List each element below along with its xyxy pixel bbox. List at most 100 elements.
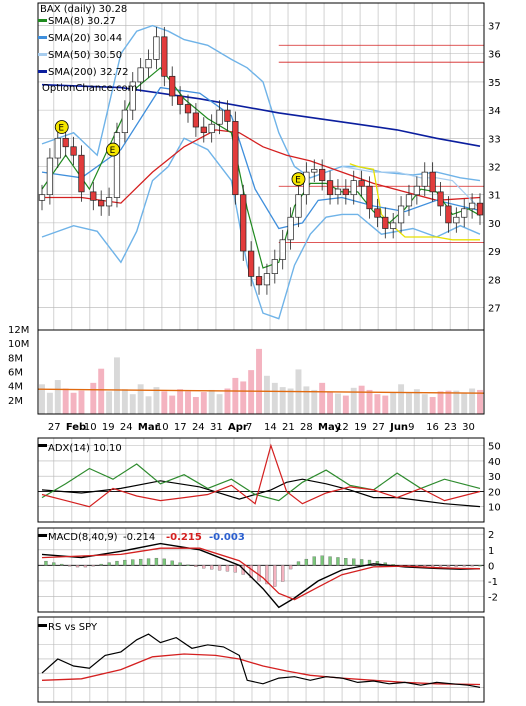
date-tick-label: 24 [192,422,205,433]
earnings-marker [54,120,69,134]
candle-body [421,171,428,187]
macd-histogram-bar [60,563,64,566]
volume-bar [271,382,278,414]
adx-tick-label: 20 [488,487,501,498]
candle-body [263,273,271,286]
macd-histogram-bar [273,565,277,587]
volume-bar [121,389,128,414]
candle-body [437,191,444,207]
macd-tick-label: -1 [488,577,498,588]
candle-body [405,194,413,207]
date-tick-label: 24 [120,422,133,433]
macd-histogram-bar [115,560,119,566]
date-tick-label: 19 [102,422,115,433]
candle-body [366,185,373,210]
volume-bar [366,389,373,414]
volume-bar [185,391,191,414]
macd-histogram-bar [375,560,380,566]
candle-body [38,194,46,201]
macd-histogram-bar [178,562,182,566]
date-tick-label: 21 [282,422,295,433]
candle-body [279,239,286,260]
legend-sma20: SMA(20) 30.44 [48,33,122,44]
candle-body [208,123,215,134]
volume-bar [303,386,310,414]
volume-bar [240,381,247,414]
macd-histogram-bar [281,565,285,582]
candle-body [98,199,105,207]
candle-body [161,36,168,77]
watermark: OptionChance.com [42,83,137,94]
volume-bar [327,392,334,414]
sma-red-line [42,129,481,204]
candle-body [453,216,460,224]
candle-body [295,194,302,218]
macd-histogram-bar [312,556,316,566]
candle-body [358,180,365,187]
legend-swatch-sma20 [38,36,47,39]
macd-histogram-bar [430,565,435,567]
volume-bar [114,357,120,414]
legend-swatch-sma200 [38,70,47,73]
macd-histogram-bar [44,560,48,566]
legend-swatch-macd [38,534,47,537]
candle-body [468,202,476,210]
candle-body [397,205,405,224]
price-panel: 37 36 35 34 33 32 31 30 29 28 27 E E E [37,2,501,331]
date-tick-label: Jun [389,422,408,433]
date-tick-label: 14 [264,422,277,433]
candle-body [70,146,77,156]
volume-bar [169,395,176,414]
macd-histogram-bar [257,565,261,582]
volume-bar [311,389,318,414]
volume-bar [437,391,444,414]
volume-bar [137,384,144,414]
volume-bar [90,382,97,414]
rs-panel [37,616,485,703]
candle-body [176,95,184,105]
earnings-marker-label: E [58,124,64,134]
legend-sma50: SMA(50) 30.50 [48,50,122,61]
date-tick-label: 27 [48,422,61,433]
candle-body [271,259,278,274]
candle-body [216,109,223,125]
macd-histogram-bar [336,557,340,566]
macd-tick-label: -2 [488,592,498,603]
macd-histogram-bar [210,565,214,570]
volume-bar [477,389,483,414]
macd-histogram-bar [478,565,482,567]
candle-body [413,185,420,196]
macd-histogram-bar [423,565,427,567]
macd-legend: MACD(8,40,9) -0.214 -0.215 -0.003 [48,532,245,543]
candle-body [248,250,255,277]
macd-histogram-bar [154,557,159,566]
macd-line [41,542,481,609]
volume-bar [453,390,460,414]
bollinger-upper-line [41,24,481,182]
macd-frame [37,527,485,613]
macd-hist-value: -0.003 [209,532,245,543]
candle-body [46,157,54,196]
candle-body [326,180,334,196]
macd-histogram-bar [438,565,443,567]
date-tick-label: 9 [408,422,414,433]
volume-tick-label: 12M [8,325,29,336]
macd-histogram-bar [146,558,151,566]
date-tick-label: 27 [372,422,385,433]
candle-body [90,191,97,201]
price-legend: SMA(8) 30.27 SMA(20) 30.44 SMA(50) 30.50… [38,16,129,78]
macd-histogram-bar [202,565,206,569]
macd-signal-line [41,547,481,601]
sma200-line [41,83,481,147]
price-tick-label: 35 [488,78,501,89]
price-tick-label: 31 [488,191,501,202]
candle-body [121,109,128,134]
volume-bar [70,392,77,414]
volume-bar [129,394,136,414]
volume-frame [37,2,485,415]
legend-sma8: SMA(8) 30.27 [48,16,116,27]
volume-tick-label: 4M [8,382,23,393]
volume-bar [398,384,405,414]
volume-bar [319,382,326,414]
price-tick-label: 30 [488,219,501,230]
